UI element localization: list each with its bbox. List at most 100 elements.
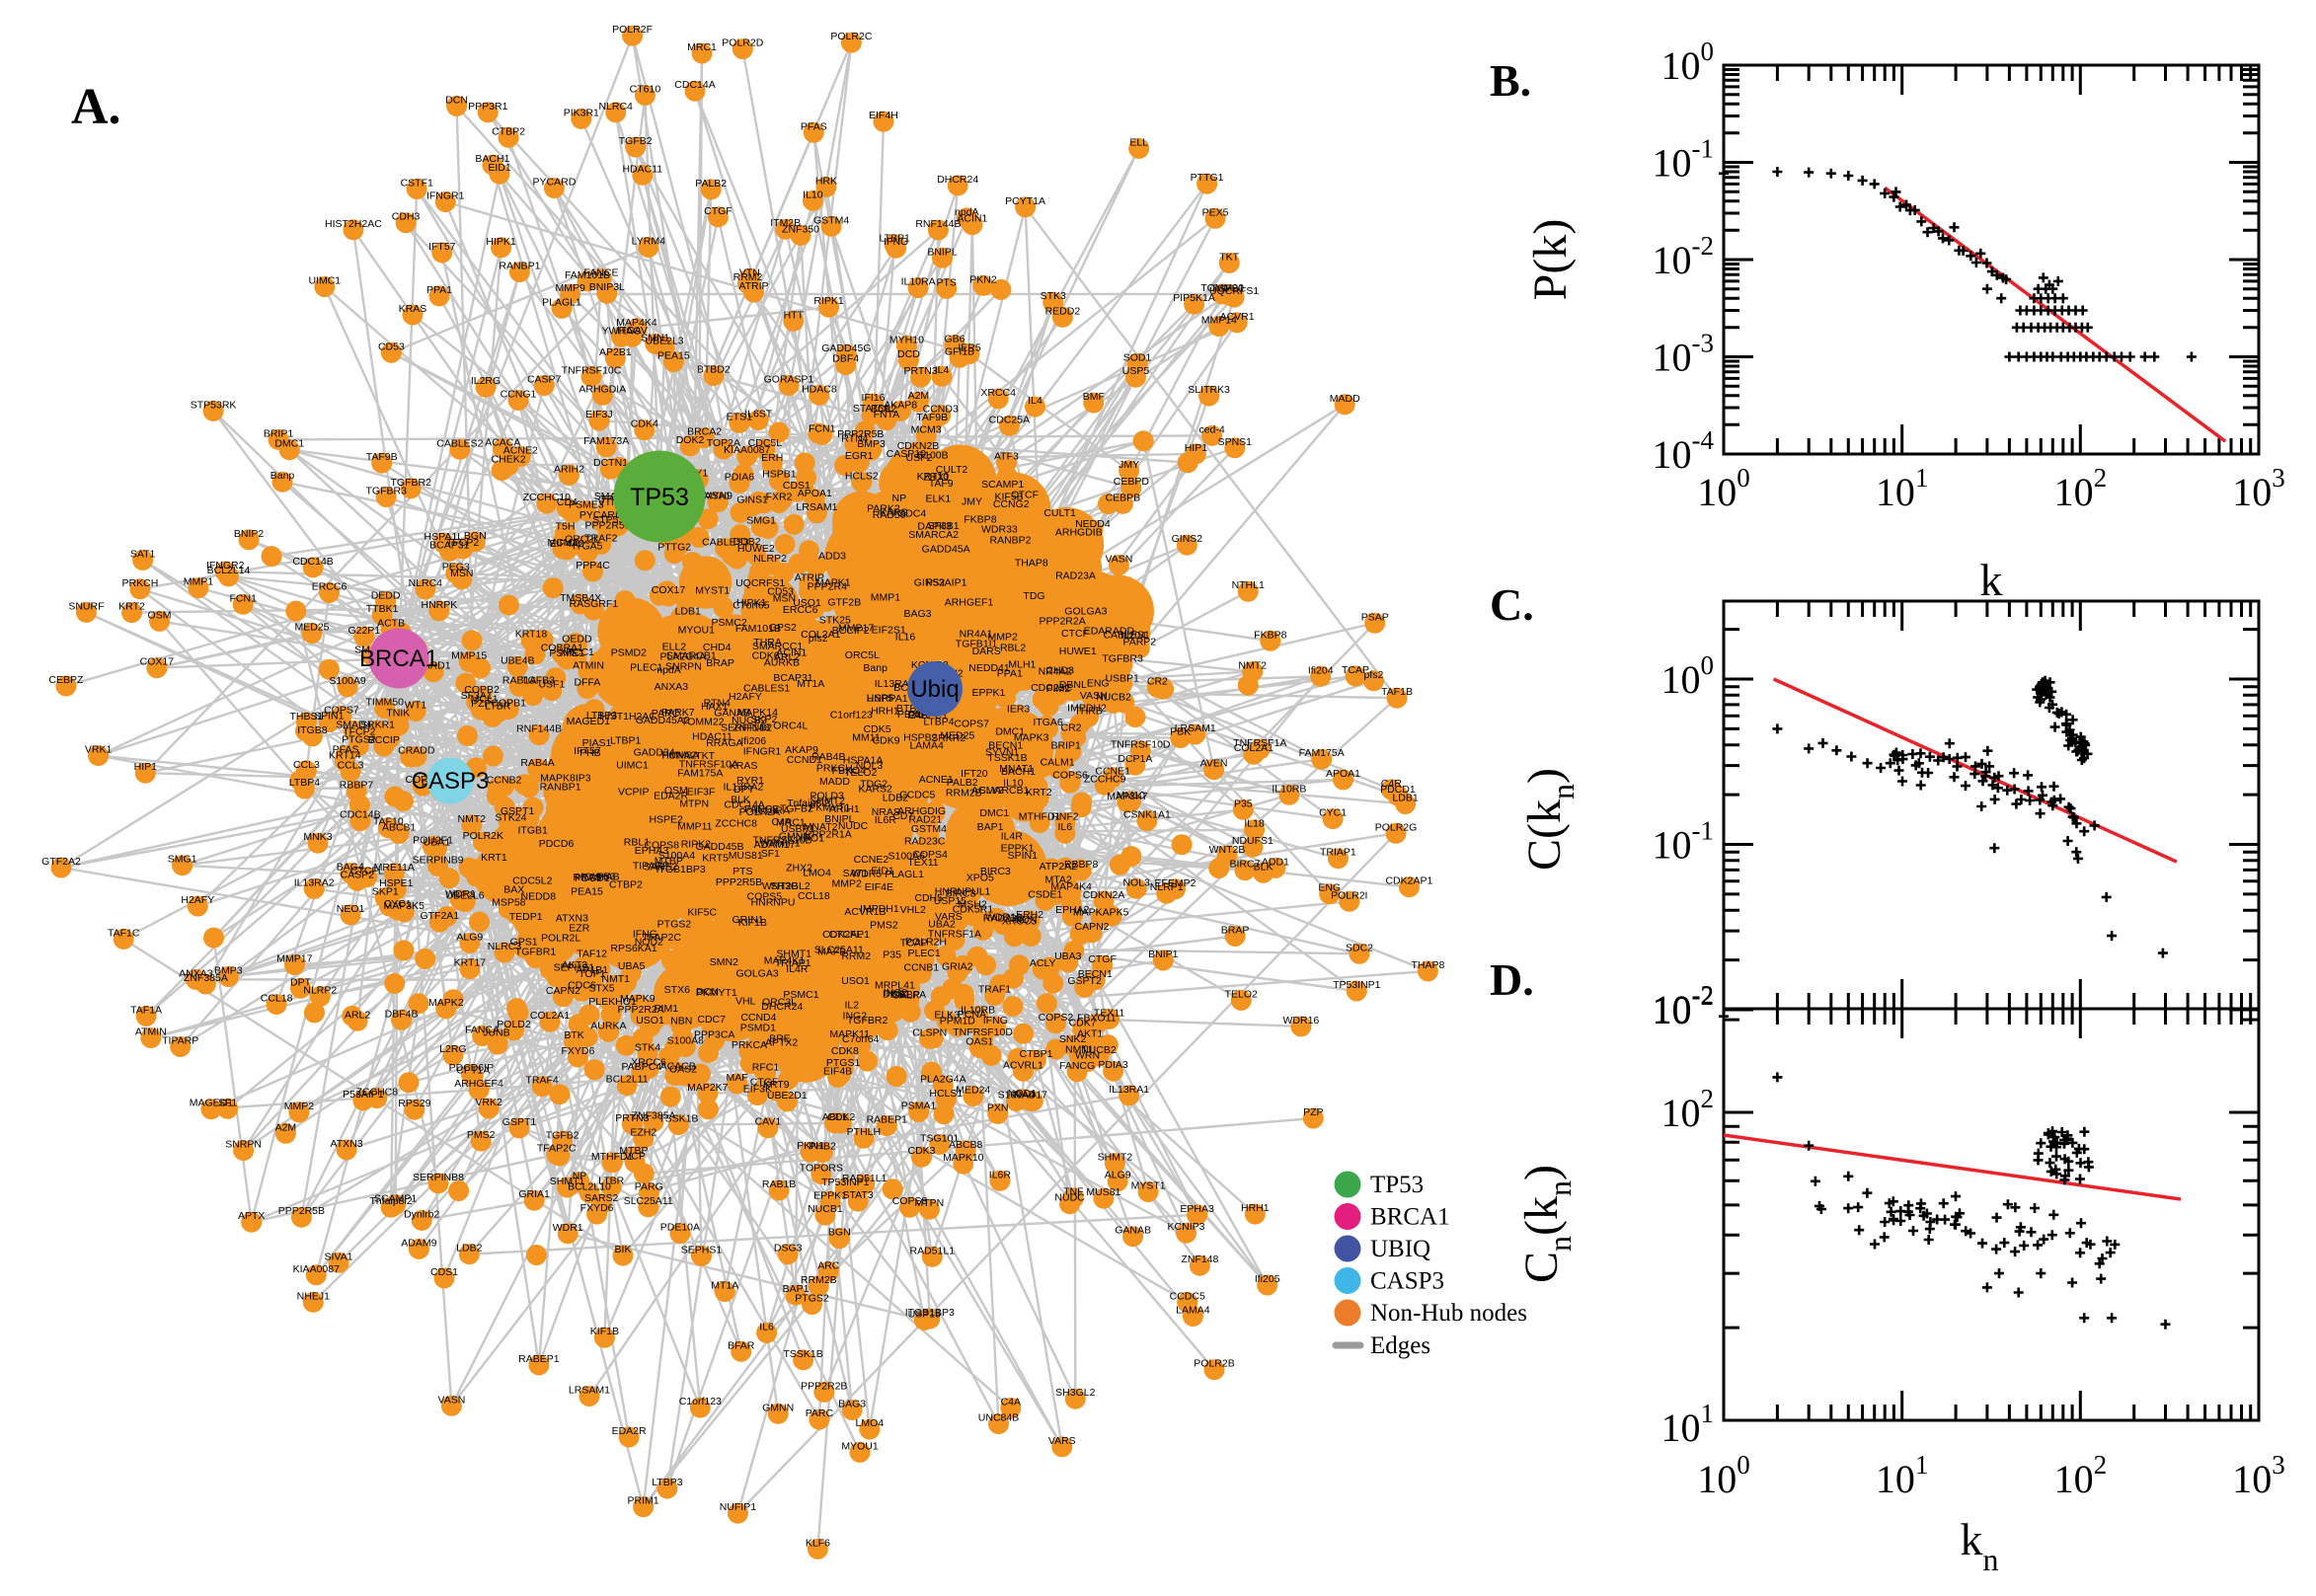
svg-text:PPA1: PPA1 <box>426 284 452 296</box>
svg-text:CSTF1: CSTF1 <box>401 178 433 190</box>
svg-text:ABCB8: ABCB8 <box>949 1139 983 1151</box>
svg-text:NLRC3: NLRC3 <box>488 941 522 952</box>
svg-text:MAP2K7: MAP2K7 <box>687 1082 729 1094</box>
svg-text:TEDP1: TEDP1 <box>509 911 543 923</box>
svg-text:LDB2: LDB2 <box>883 792 908 803</box>
svg-text:DCD: DCD <box>897 348 920 360</box>
svg-text:POLR2C: POLR2C <box>830 31 872 42</box>
svg-text:ELL: ELL <box>1129 136 1148 148</box>
svg-text:ORC5L: ORC5L <box>845 649 880 661</box>
svg-text:ACLY: ACLY <box>1030 957 1056 969</box>
svg-text:TDG: TDG <box>1023 590 1044 602</box>
svg-text:PDCD6: PDCD6 <box>539 838 575 850</box>
svg-text:S100A4: S100A4 <box>658 850 696 862</box>
svg-text:TNFRSF10C: TNFRSF10C <box>562 365 622 377</box>
svg-text:DCN: DCN <box>696 986 719 998</box>
svg-text:CCNB2: CCNB2 <box>487 774 522 786</box>
svg-text:HDAC11: HDAC11 <box>692 731 733 743</box>
svg-text:CYC1: CYC1 <box>1319 807 1347 819</box>
svg-text:Ifi205: Ifi205 <box>1255 1273 1280 1285</box>
svg-text:S100A9: S100A9 <box>329 675 366 687</box>
svg-text:RIPK1: RIPK1 <box>813 295 844 307</box>
svg-text:BAG3: BAG3 <box>903 608 931 620</box>
svg-text:MAP3K7: MAP3K7 <box>1107 791 1148 802</box>
svg-text:STP53RK: STP53RK <box>191 399 237 411</box>
svg-text:CDC14A: CDC14A <box>674 79 715 91</box>
svg-text:TAF9B: TAF9B <box>916 412 948 423</box>
svg-text:DMC1: DMC1 <box>979 807 1009 819</box>
svg-text:BAG3: BAG3 <box>838 1399 866 1410</box>
svg-text:Banp: Banp <box>863 662 888 674</box>
svg-text:SPIN1: SPIN1 <box>1008 850 1039 862</box>
svg-text:CAPN2: CAPN2 <box>546 985 580 997</box>
svg-text:CDH3: CDH3 <box>392 211 421 223</box>
svg-text:C1orf123: C1orf123 <box>679 1396 722 1407</box>
svg-text:POLR2F: POLR2F <box>612 24 653 36</box>
svg-text:D.: D. <box>1490 954 1534 1005</box>
svg-text:APOA1: APOA1 <box>1326 768 1360 780</box>
svg-text:TGFBR2: TGFBR2 <box>390 477 431 489</box>
svg-text:CULT2: CULT2 <box>936 464 968 476</box>
svg-text:CCL3: CCL3 <box>338 760 364 772</box>
svg-text:MRC1: MRC1 <box>687 41 717 53</box>
svg-text:CCND4: CCND4 <box>740 1012 776 1024</box>
svg-text:CDC25A: CDC25A <box>989 414 1030 425</box>
svg-text:TRAF1: TRAF1 <box>978 984 1011 996</box>
svg-text:HIP1: HIP1 <box>134 761 158 773</box>
svg-text:HIP1: HIP1 <box>1185 442 1208 454</box>
svg-text:GINS2: GINS2 <box>1172 533 1203 545</box>
svg-text:ACACB: ACACB <box>660 1061 696 1073</box>
svg-text:KIAA0087: KIAA0087 <box>724 444 770 456</box>
svg-text:ELK1: ELK1 <box>926 493 952 504</box>
svg-text:RAD51L1: RAD51L1 <box>842 1173 888 1184</box>
svg-text:KIAA0087: KIAA0087 <box>293 1263 340 1275</box>
svg-text:pfs2: pfs2 <box>1363 669 1383 681</box>
svg-text:NR4A2: NR4A2 <box>1039 665 1072 677</box>
svg-text:IFNGR1: IFNGR1 <box>743 746 782 758</box>
svg-text:PPP2R5B: PPP2R5B <box>716 876 762 888</box>
svg-text:CT610: CT610 <box>630 84 661 96</box>
svg-text:MAPK11: MAPK11 <box>829 1028 870 1040</box>
svg-text:ADAM9: ADAM9 <box>401 1237 436 1249</box>
svg-text:POLR2G: POLR2G <box>1375 821 1418 833</box>
svg-text:DHCR24: DHCR24 <box>761 1001 803 1013</box>
svg-text:LTBP4: LTBP4 <box>289 777 320 789</box>
svg-text:RPS29: RPS29 <box>398 1098 430 1109</box>
svg-text:ARHGDIA: ARHGDIA <box>579 383 626 395</box>
svg-text:ATMIN: ATMIN <box>135 1026 167 1038</box>
svg-text:HUWE1: HUWE1 <box>1059 646 1097 657</box>
svg-text:CLSPN: CLSPN <box>912 1026 947 1038</box>
svg-text:CDC14B: CDC14B <box>292 556 333 568</box>
svg-text:SNRPN: SNRPN <box>665 660 702 672</box>
svg-text:XRCC1: XRCC1 <box>559 646 594 658</box>
svg-text:HRH1: HRH1 <box>871 706 899 718</box>
svg-text:HCLS1: HCLS1 <box>929 1088 963 1100</box>
svg-text:RAD23A: RAD23A <box>1055 570 1096 582</box>
svg-text:P(k): P(k) <box>1524 219 1577 301</box>
svg-text:TRIAP1: TRIAP1 <box>775 957 811 969</box>
svg-text:PZP: PZP <box>471 698 491 710</box>
svg-text:HSPE2: HSPE2 <box>649 813 683 825</box>
svg-text:LMO4: LMO4 <box>856 1417 885 1429</box>
svg-text:EIF3F: EIF3F <box>687 787 716 798</box>
svg-text:KRT5: KRT5 <box>702 853 729 865</box>
svg-text:CCDC5: CCDC5 <box>1170 1290 1205 1302</box>
svg-text:VCPIP: VCPIP <box>618 787 650 798</box>
svg-text:NLRP1: NLRP1 <box>1150 881 1184 893</box>
svg-text:GADD34: GADD34 <box>634 746 675 758</box>
svg-text:MYOU1: MYOU1 <box>678 624 716 636</box>
svg-text:IL2RG: IL2RG <box>471 375 501 387</box>
svg-text:CDK4: CDK4 <box>631 418 658 430</box>
svg-text:ITGA6: ITGA6 <box>1033 717 1063 728</box>
svg-text:PIK3R1: PIK3R1 <box>564 107 599 118</box>
svg-text:CCNG1: CCNG1 <box>501 389 537 401</box>
svg-text:DEDD: DEDD <box>371 590 401 602</box>
svg-text:EZH2: EZH2 <box>630 1127 656 1139</box>
svg-text:CDK3: CDK3 <box>907 1145 935 1157</box>
svg-text:CD4: CD4 <box>557 496 578 508</box>
svg-text:PMS2: PMS2 <box>870 919 898 931</box>
svg-text:IL13RA1: IL13RA1 <box>1109 1084 1149 1096</box>
svg-text:NMT1: NMT1 <box>601 973 630 985</box>
svg-text:BNIPL: BNIPL <box>927 246 958 258</box>
svg-text:RAD23C: RAD23C <box>904 836 946 848</box>
